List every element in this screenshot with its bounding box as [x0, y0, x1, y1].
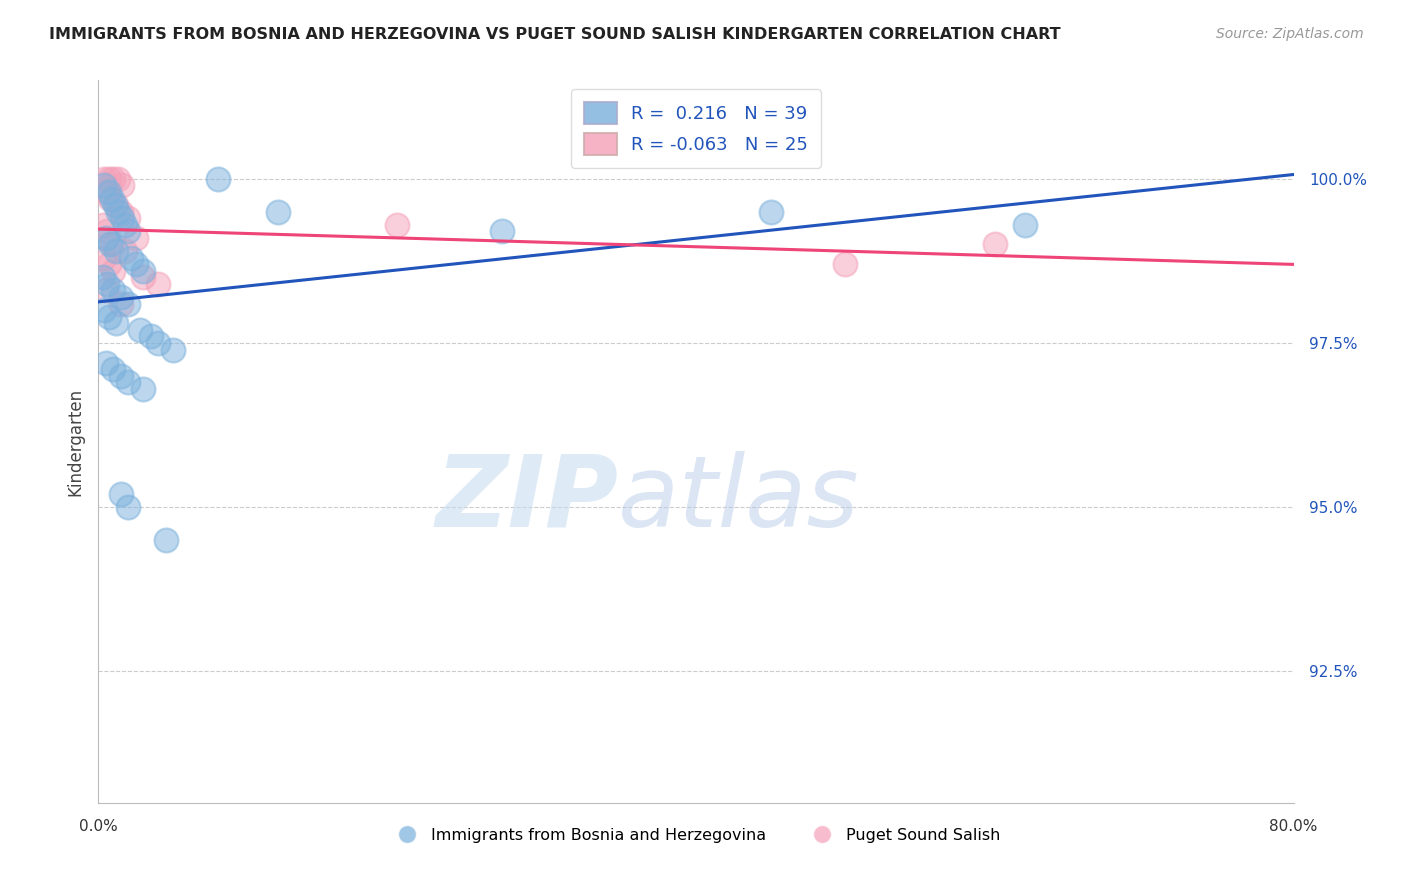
Point [96, 224, 118, 238]
Point [207, 171, 229, 186]
Point [155, 533, 177, 547]
Point [110, 296, 132, 310]
Point [107, 171, 129, 186]
Point [93, 251, 115, 265]
Point [984, 237, 1007, 252]
Point [94, 284, 117, 298]
Legend: Immigrants from Bosnia and Herzegovina, Puget Sound Salish: Immigrants from Bosnia and Herzegovina, … [385, 822, 1007, 849]
Point [97, 310, 120, 324]
Point [385, 218, 409, 232]
Point [129, 323, 152, 337]
Point [93, 303, 115, 318]
Point [101, 237, 124, 252]
Text: atlas: atlas [619, 450, 860, 548]
Point [117, 296, 139, 310]
Point [103, 284, 125, 298]
Point [94, 356, 117, 370]
Point [93, 171, 115, 186]
Point [148, 277, 170, 291]
Point [97, 257, 120, 271]
Point [110, 368, 132, 383]
Point [139, 329, 162, 343]
Point [759, 204, 782, 219]
Point [97, 185, 120, 199]
Point [117, 500, 139, 515]
Point [110, 290, 132, 304]
Point [267, 204, 290, 219]
Point [110, 204, 132, 219]
Point [132, 270, 155, 285]
Point [103, 264, 125, 278]
Point [114, 244, 136, 258]
Point [117, 376, 139, 390]
Point [120, 251, 142, 265]
Point [105, 198, 128, 212]
Point [117, 211, 139, 226]
Text: Source: ZipAtlas.com: Source: ZipAtlas.com [1216, 27, 1364, 41]
Y-axis label: Kindergarten: Kindergarten [66, 387, 84, 496]
Point [98, 192, 122, 206]
Point [148, 336, 170, 351]
Point [105, 244, 128, 258]
Point [103, 362, 125, 376]
Point [834, 257, 856, 271]
Point [491, 224, 513, 238]
Point [125, 231, 148, 245]
Point [110, 487, 132, 501]
Point [93, 178, 115, 193]
Text: ZIP: ZIP [436, 450, 619, 548]
Point [111, 178, 134, 193]
Point [98, 237, 122, 252]
Point [94, 231, 117, 245]
Point [111, 211, 134, 226]
Point [91, 218, 114, 232]
Point [162, 343, 184, 357]
Point [107, 204, 129, 219]
Point [91, 270, 114, 285]
Point [125, 257, 148, 271]
Text: IMMIGRANTS FROM BOSNIA AND HERZEGOVINA VS PUGET SOUND SALISH KINDERGARTEN CORREL: IMMIGRANTS FROM BOSNIA AND HERZEGOVINA V… [49, 27, 1062, 42]
Point [117, 224, 139, 238]
Point [94, 185, 117, 199]
Point [97, 171, 120, 186]
Point [132, 264, 155, 278]
Point [103, 171, 125, 186]
Point [114, 218, 136, 232]
Point [104, 198, 127, 212]
Point [105, 316, 128, 330]
Point [1014, 218, 1036, 232]
Point [132, 382, 155, 396]
Point [101, 192, 124, 206]
Point [96, 277, 118, 291]
